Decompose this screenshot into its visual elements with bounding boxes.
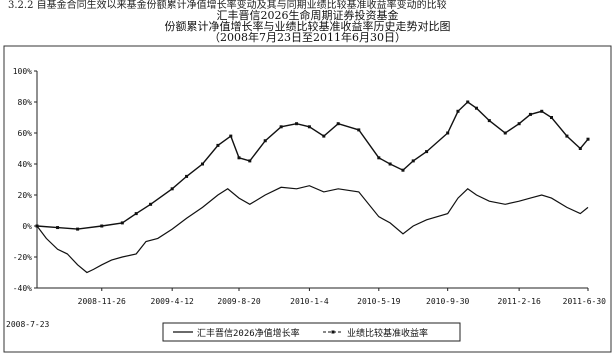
y-tick-label: 20% [18, 191, 33, 200]
benchmark-point [456, 109, 460, 113]
y-tick-label: 0% [22, 222, 32, 231]
y-tick-label: 60% [18, 129, 33, 138]
benchmark-point [550, 116, 554, 119]
benchmark-point [528, 112, 532, 116]
benchmark-point [216, 143, 220, 147]
benchmark-point [279, 125, 283, 129]
benchmark-point [540, 109, 544, 113]
y-tick-label: 100% [13, 67, 32, 76]
benchmark-point [586, 137, 590, 141]
benchmark-point [100, 224, 104, 228]
y-tick-label: -40% [13, 284, 32, 293]
fund-name: 汇丰晋信2026生命周期证券投资基金 [216, 9, 399, 22]
y-tick-label: 40% [18, 160, 33, 169]
chart-title: 份额累计净值增长率与业绩比较基准收益率历史走势对比图 [164, 20, 451, 33]
benchmark-point [76, 227, 80, 231]
x-tick-label: 2010-5-19 [357, 297, 401, 306]
benchmark-point [170, 187, 174, 191]
benchmark-point [263, 139, 267, 143]
y-tick-label: -20% [13, 253, 32, 262]
chart-border [3, 45, 612, 353]
benchmark-point [474, 106, 478, 110]
benchmark-point [295, 122, 299, 126]
legend-label-nav-growth: 汇丰晋信2026净值增长率 [197, 327, 300, 339]
benchmark-point [487, 119, 491, 123]
legend-marker-benchmark [331, 330, 335, 334]
benchmark-point [388, 162, 392, 166]
benchmark-point [517, 122, 521, 126]
date-range: （2008年7月23日至2011年6月30日） [209, 31, 406, 44]
x-tick-label: 2009-8-20 [217, 297, 261, 306]
x-tick-label: 2008-11-26 [78, 297, 126, 306]
x-tick-label: 2010-9-30 [426, 297, 470, 306]
benchmark-point [446, 131, 450, 135]
benchmark-point [185, 174, 189, 178]
benchmark-point [411, 159, 415, 163]
y-tick-label: 80% [18, 98, 33, 107]
benchmark-point [565, 134, 569, 138]
x-tick-label: 2011-6-30 [563, 297, 607, 306]
x-tick-label: 2010-1-4 [290, 297, 329, 306]
benchmark-point [307, 125, 311, 129]
benchmark-point [377, 156, 381, 160]
benchmark-point [503, 131, 507, 135]
benchmark-point [578, 147, 582, 150]
benchmark-point [120, 221, 124, 225]
benchmark-point [35, 224, 39, 228]
benchmark-point [336, 122, 340, 126]
benchmark-point [425, 150, 429, 154]
benchmark-point [237, 156, 241, 160]
series-line-nav-growth [36, 185, 589, 274]
benchmark-point [149, 202, 153, 206]
series-line-benchmark [36, 101, 589, 230]
benchmark-point [248, 159, 252, 163]
x-start-label: 2008-7-23 [6, 320, 50, 329]
benchmark-point [357, 128, 361, 132]
legend-label-benchmark: 业绩比较基准收益率 [347, 327, 428, 339]
section-heading: 3.2.2 自基金合同生效以来基金份额累计净值增长率变动及其与同期业绩比较基准收… [8, 0, 447, 11]
benchmark-point [401, 168, 405, 172]
legend-box [162, 322, 461, 342]
benchmark-point [466, 100, 470, 104]
benchmark-point [201, 162, 205, 166]
x-tick-label: 2009-4-12 [151, 297, 195, 306]
x-tick-label: 2011-2-16 [497, 297, 541, 306]
benchmark-point [134, 212, 138, 216]
benchmark-point [56, 226, 60, 230]
benchmark-point [229, 134, 233, 138]
benchmark-point [322, 134, 326, 138]
